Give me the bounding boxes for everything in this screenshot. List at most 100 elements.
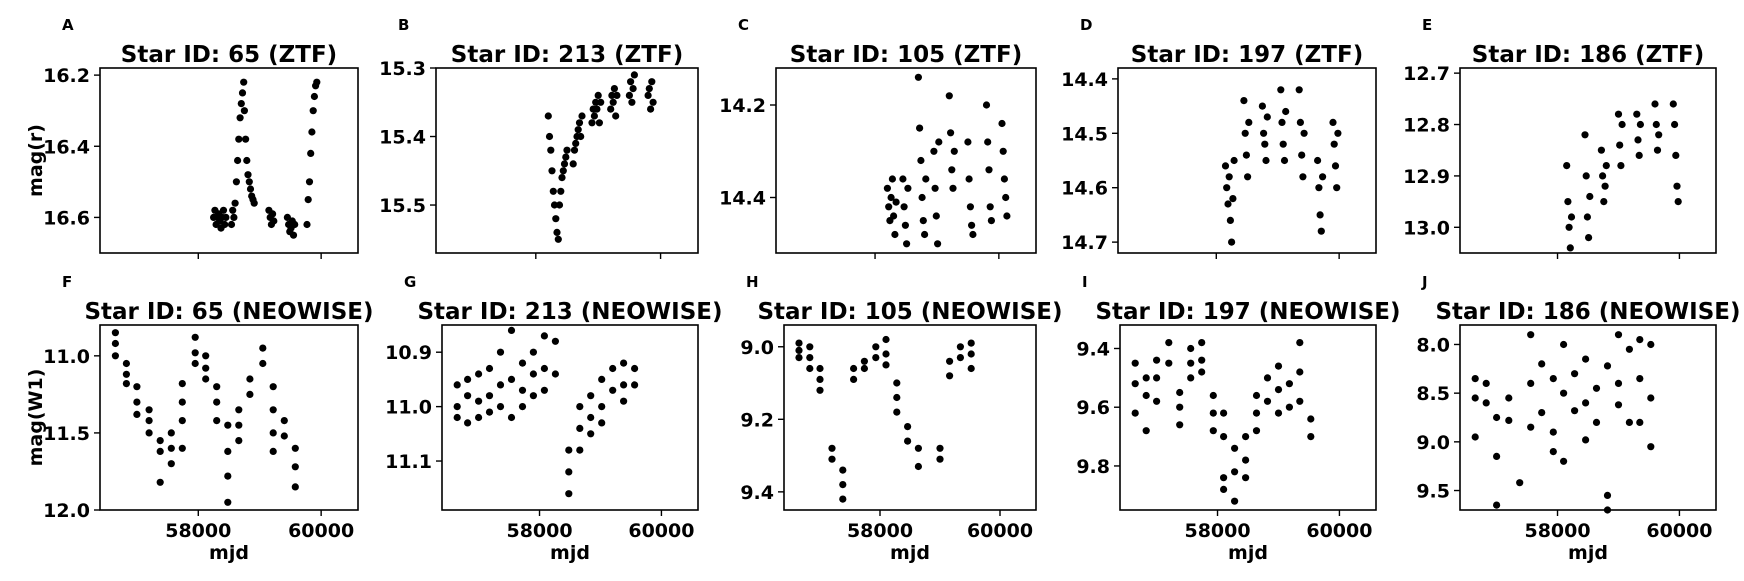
data-point — [1616, 141, 1624, 149]
plot-frame — [1119, 324, 1377, 511]
panel-b — [430, 67, 699, 259]
data-point — [1176, 388, 1184, 397]
panel-title: Star ID: 186 (ZTF) — [1472, 42, 1704, 68]
plot-frame — [1459, 67, 1717, 254]
data-point — [227, 220, 236, 229]
data-point — [549, 187, 557, 195]
data-point — [145, 429, 153, 437]
data-point — [559, 167, 567, 175]
panel-title: Star ID: 65 (NEOWISE) — [84, 299, 373, 325]
y-tick-label: 14.2 — [719, 95, 766, 117]
data-point — [946, 357, 954, 365]
data-point — [999, 147, 1007, 155]
data-point — [1571, 370, 1579, 378]
data-point — [1538, 409, 1546, 417]
data-point — [967, 364, 975, 373]
data-point — [243, 156, 251, 165]
data-point — [565, 446, 573, 454]
data-point — [904, 184, 912, 192]
data-point — [1560, 340, 1568, 349]
data-point — [1285, 380, 1293, 388]
x-tick-label: 60000 — [288, 520, 354, 542]
data-point — [545, 132, 554, 141]
data-point — [904, 423, 912, 431]
panel-a — [94, 67, 359, 259]
data-point — [1673, 182, 1681, 190]
data-point — [982, 101, 991, 109]
data-point — [969, 230, 977, 239]
y-tick-label: 16.6 — [43, 207, 90, 229]
data-point — [893, 393, 901, 402]
data-point — [1633, 110, 1641, 118]
data-point — [967, 350, 975, 358]
data-point — [1002, 193, 1010, 202]
data-point — [1565, 223, 1573, 231]
data-point — [1280, 156, 1289, 165]
data-point — [305, 178, 314, 186]
data-point — [576, 424, 584, 432]
panel-letter: H — [746, 273, 759, 291]
data-point — [236, 114, 244, 122]
data-point — [806, 343, 814, 351]
data-point — [872, 354, 880, 362]
data-points — [795, 335, 975, 503]
data-point — [1652, 120, 1660, 129]
x-axis-label: mjd — [1568, 542, 1608, 564]
data-point — [548, 167, 556, 175]
data-point — [1592, 418, 1601, 426]
x-axis-label: mjd — [1228, 542, 1268, 564]
data-point — [806, 354, 814, 362]
data-point — [932, 212, 940, 220]
data-point — [936, 444, 944, 452]
data-point — [1560, 389, 1568, 397]
data-point — [592, 98, 600, 106]
data-point — [269, 210, 277, 218]
data-point — [1549, 448, 1557, 456]
data-point — [1334, 129, 1342, 137]
data-point — [1209, 409, 1217, 417]
plot-frame — [441, 324, 699, 511]
data-point — [1263, 113, 1271, 121]
data-point — [1482, 399, 1490, 407]
data-points — [1131, 339, 1315, 505]
data-point — [308, 128, 316, 136]
data-point — [551, 370, 560, 378]
data-point — [1582, 172, 1590, 180]
data-point — [246, 375, 254, 383]
data-point — [587, 413, 595, 422]
data-point — [178, 444, 186, 452]
x-tick-label: 58000 — [1184, 520, 1250, 542]
data-point — [620, 381, 628, 389]
panel-letter: J — [1421, 273, 1428, 291]
data-point — [935, 138, 943, 146]
data-point — [1296, 118, 1304, 126]
data-point — [1300, 129, 1308, 137]
data-point — [598, 403, 606, 411]
data-point — [554, 235, 562, 243]
data-point — [629, 85, 637, 93]
data-point — [628, 98, 636, 106]
data-point — [246, 390, 254, 398]
data-point — [1142, 427, 1150, 435]
data-point — [593, 105, 601, 113]
data-point — [1263, 397, 1272, 405]
data-point — [235, 437, 243, 445]
data-point — [1198, 356, 1206, 364]
data-point — [213, 398, 221, 406]
data-point — [1603, 506, 1612, 514]
data-point — [269, 447, 277, 455]
data-point — [950, 147, 958, 155]
data-point — [1566, 244, 1574, 252]
data-point — [1220, 409, 1228, 417]
data-point — [562, 153, 570, 161]
panel-title: Star ID: 105 (NEOWISE) — [757, 299, 1062, 325]
data-point — [485, 364, 494, 373]
data-point — [1260, 129, 1268, 137]
data-points — [1563, 100, 1682, 252]
y-tick-label: 11.0 — [43, 346, 90, 368]
panel-g — [436, 324, 699, 516]
data-point — [627, 78, 635, 86]
data-point — [1647, 443, 1655, 451]
data-point — [1315, 184, 1323, 192]
data-point — [540, 332, 549, 340]
